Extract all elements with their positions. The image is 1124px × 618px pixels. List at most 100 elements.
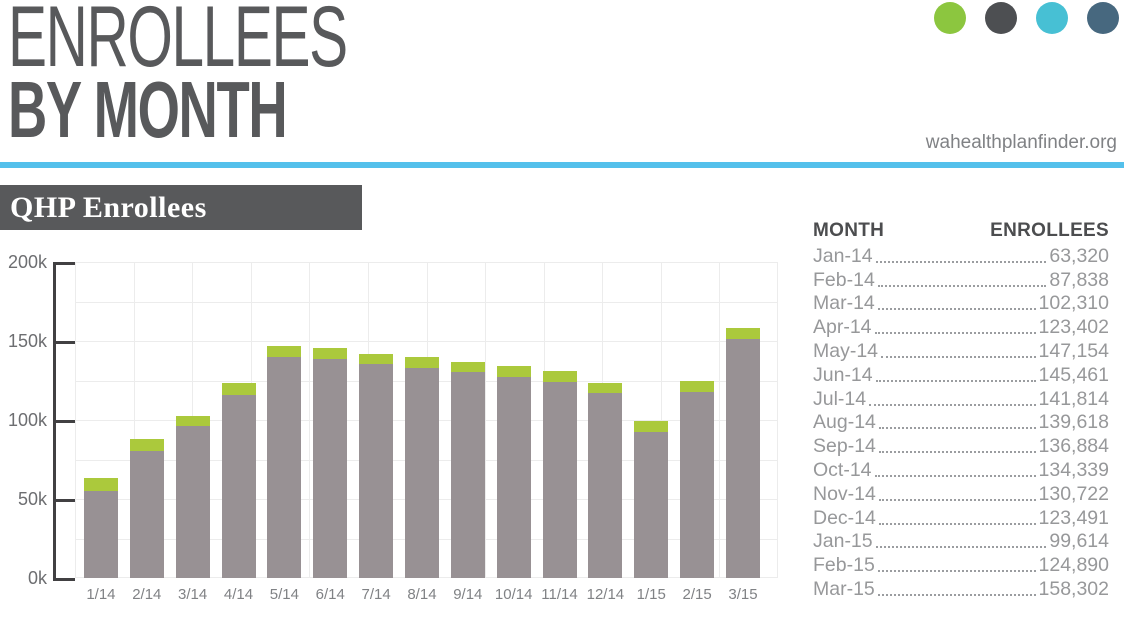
table-row: Dec-14 123,491 — [813, 506, 1109, 530]
table-enrollees-cell: 124,890 — [1038, 554, 1110, 577]
y-axis-bracket — [53, 262, 77, 581]
x-tick-label: 11/14 — [541, 586, 578, 603]
bar-base-segment — [542, 381, 577, 578]
bar-3/14 — [175, 416, 210, 578]
dotted-leader — [878, 427, 1036, 430]
x-axis-labels: 1/14 2/14 3/14 4/14 5/14 6/14 7/14 8/14 9/14 10/1… — [75, 586, 778, 603]
section-title-badge: QHP Enrollees — [0, 185, 362, 230]
bar-column-6/14 — [307, 262, 353, 578]
bar-top-segment — [496, 365, 531, 377]
bar-top-segment — [542, 371, 577, 382]
bar-top-segment — [450, 361, 485, 372]
brand-dot-dark-gray — [985, 2, 1017, 34]
dotted-leader — [881, 355, 1036, 358]
table-row: Jun-14 145,461 — [813, 363, 1109, 387]
bars — [75, 262, 778, 578]
bar-2/15 — [680, 380, 715, 578]
y-tick-label: 150k — [7, 331, 47, 351]
x-tick-label: 5/14 — [269, 586, 299, 603]
bar-column-10/14 — [491, 262, 537, 578]
bar-base-segment — [175, 425, 210, 578]
table-row: Sep-14 136,884 — [813, 434, 1109, 458]
enrollee-table: MONTH ENROLLEES Jan-14 63,320 Feb-14 87,838… — [813, 218, 1109, 601]
x-tick-label: 10/14 — [494, 586, 533, 603]
gridline-vertical — [309, 262, 311, 578]
table-enrollees-cell: 99,614 — [1049, 530, 1109, 553]
bar-6/14 — [313, 348, 348, 578]
bar-column-5/14 — [261, 262, 307, 578]
y-axis-tick — [53, 341, 75, 344]
table-rows: Jan-14 63,320 Feb-14 87,838 Mar-14 102,310 Apr… — [813, 244, 1109, 601]
x-tick-label: 1/14 — [86, 586, 116, 603]
x-tick-label: 8/14 — [407, 586, 437, 603]
table-enrollees-cell: 102,310 — [1038, 292, 1110, 315]
gridline-vertical — [777, 262, 778, 578]
table-enrollees-cell: 145,461 — [1038, 363, 1110, 386]
bar-column-8/14 — [399, 262, 445, 578]
dotted-leader — [874, 474, 1036, 477]
table-row: Oct-14 134,339 — [813, 458, 1109, 482]
bar-top-segment — [680, 380, 715, 392]
table-month-cell: Mar-15 — [813, 577, 875, 600]
bar-top-segment — [267, 345, 302, 357]
table-row: Apr-14 123,402 — [813, 315, 1109, 339]
x-tick-label: 3/15 — [728, 586, 758, 603]
bar-10/14 — [496, 365, 531, 578]
bar-base-segment — [680, 391, 715, 578]
bar-9/14 — [450, 361, 485, 578]
qhp-enrollees-chart: 200k 150k 100k 50k 0k 1/14 2/14 3/14 4/14 5/14 6/… — [0, 250, 800, 615]
table-month-cell: Dec-14 — [813, 506, 876, 529]
bar-1/15 — [634, 420, 669, 578]
table-row: Feb-14 87,838 — [813, 268, 1109, 292]
dotted-leader — [877, 308, 1036, 311]
table-enrollees-cell: 87,838 — [1049, 268, 1109, 291]
bar-top-segment — [221, 383, 256, 396]
bar-base-segment — [725, 338, 760, 578]
table-row: Jul-14 141,814 — [813, 387, 1109, 411]
table-row: Jan-15 99,614 — [813, 530, 1109, 554]
bar-column-1/14 — [78, 262, 124, 578]
table-header-enrollees: ENROLLEES — [990, 220, 1109, 241]
bar-5/14 — [267, 345, 302, 578]
gridline-vertical — [660, 262, 662, 578]
table-enrollees-cell: 123,491 — [1038, 506, 1110, 529]
table-enrollees-cell: 141,814 — [1038, 387, 1110, 410]
table-enrollees-cell: 147,154 — [1038, 339, 1110, 362]
table-enrollees-cell: 136,884 — [1038, 435, 1110, 458]
table-header-row: MONTH ENROLLEES — [813, 218, 1109, 244]
bar-1/14 — [83, 477, 118, 578]
gridline-vertical — [133, 262, 135, 578]
table-month-cell: Feb-14 — [813, 268, 875, 291]
brand-dots — [934, 2, 1119, 34]
dotted-leader — [878, 522, 1036, 525]
table-month-cell: Jan-15 — [813, 530, 873, 553]
page-title: ENROLLEES BY MONTH — [8, 0, 428, 150]
table-month-cell: Feb-15 — [813, 554, 875, 577]
bar-column-2/15 — [674, 262, 720, 578]
page-title-line2: BY MONTH — [8, 65, 288, 154]
bar-7/14 — [359, 353, 394, 578]
bar-base-segment — [313, 359, 348, 578]
bar-top-segment — [83, 477, 118, 491]
bar-column-9/14 — [445, 262, 491, 578]
table-month-cell: Nov-14 — [813, 482, 876, 505]
dotted-leader — [877, 284, 1047, 287]
y-axis-tick — [53, 420, 75, 423]
dotted-leader — [878, 498, 1036, 501]
bar-column-7/14 — [353, 262, 399, 578]
bar-top-segment — [404, 357, 439, 369]
y-axis-tick — [53, 499, 75, 502]
table-row: Jan-14 63,320 — [813, 244, 1109, 268]
gridline-vertical — [75, 262, 76, 578]
bar-column-11/14 — [537, 262, 583, 578]
x-tick-label: 2/14 — [132, 586, 162, 603]
bar-base-segment — [83, 490, 118, 578]
y-tick-label: 100k — [7, 410, 47, 430]
bar-top-segment — [175, 416, 210, 426]
gridline-vertical — [719, 262, 721, 578]
y-axis-tick — [53, 262, 75, 265]
table-row: Aug-14 139,618 — [813, 411, 1109, 435]
bar-12/14 — [588, 382, 623, 578]
y-tick-label: 50k — [17, 489, 47, 509]
